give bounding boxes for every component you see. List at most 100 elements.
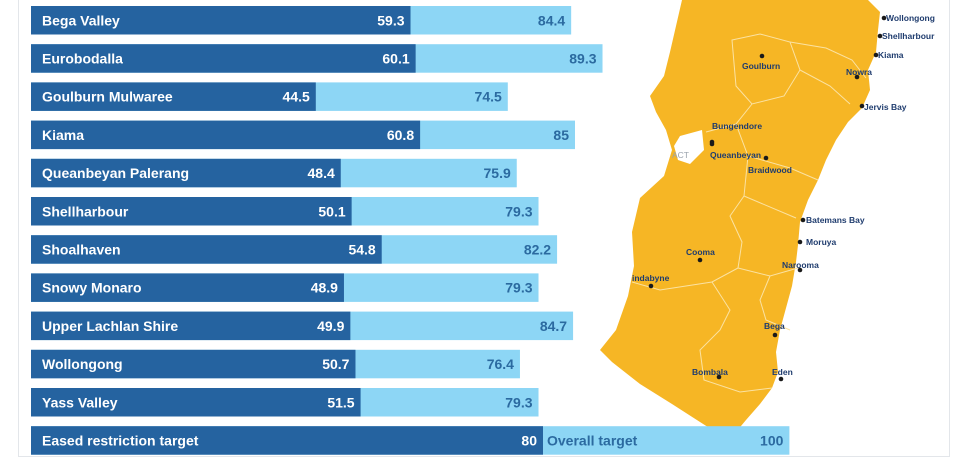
place-label: indabyne — [632, 273, 670, 283]
place-dot — [772, 332, 778, 338]
place-label: Narooma — [782, 260, 819, 270]
target-value: 80 — [521, 432, 537, 448]
value-label-light: 84.4 — [538, 12, 565, 28]
value-label-light: 85 — [553, 127, 569, 143]
category-label: Shellharbour — [42, 203, 129, 219]
bar-row: Queanbeyan Palerang 48.4 75.9 — [31, 158, 517, 188]
overall-target-value: 100 — [760, 432, 784, 448]
place-dot — [800, 217, 806, 223]
category-label: Yass Valley — [42, 394, 118, 410]
place-label: Moruya — [806, 237, 837, 247]
target-label: Eased restriction target — [42, 432, 199, 448]
place-label: Nowra — [846, 67, 872, 77]
category-label: Snowy Monaro — [42, 280, 142, 296]
bar-dark — [31, 388, 361, 417]
bar-dark — [31, 158, 341, 188]
place-dot — [697, 257, 703, 263]
category-label: Wollongong — [42, 356, 123, 372]
place-label: Braidwood — [748, 165, 792, 175]
place-dot — [873, 52, 879, 58]
place-label: Bombala — [692, 367, 728, 377]
place-dot — [881, 15, 887, 21]
place-dot — [778, 376, 784, 382]
bar-row: Bega Valley 59.3 84.4 — [31, 6, 572, 35]
value-label-dark: 59.3 — [377, 12, 404, 28]
place-dot — [797, 267, 803, 273]
target-bar-dark — [31, 426, 543, 455]
bar-dark — [31, 311, 351, 341]
value-label-dark: 51.5 — [327, 394, 354, 410]
bar-row: Upper Lachlan Shire 49.9 84.7 — [31, 311, 574, 341]
value-label-dark: 48.9 — [311, 280, 338, 296]
value-label-dark: 50.7 — [322, 356, 349, 372]
place-label: Wollongong — [886, 13, 935, 23]
bar-row: Shoalhaven 54.8 82.2 — [31, 235, 558, 264]
bar-row: Yass Valley 51.5 79.3 — [31, 388, 539, 417]
value-label-dark: 60.1 — [382, 50, 409, 66]
place-label: Goulburn — [742, 61, 780, 71]
value-label-dark: 48.4 — [308, 165, 335, 181]
value-label-light: 82.2 — [524, 241, 551, 257]
place-dot — [763, 155, 769, 161]
place-label: Bega — [764, 321, 785, 331]
category-label: Goulburn Mulwaree — [42, 89, 173, 105]
place-label: Jervis Bay — [864, 102, 907, 112]
category-label: Upper Lachlan Shire — [42, 318, 178, 334]
place-dot — [709, 141, 715, 147]
bar-row: Snowy Monaro 48.9 79.3 — [31, 273, 539, 302]
bar-row: Goulburn Mulwaree 44.5 74.5 — [31, 82, 508, 111]
bar-dark — [31, 6, 411, 35]
place-label: Eden — [772, 367, 793, 377]
place-dot — [859, 103, 865, 109]
value-label-light: 79.3 — [505, 394, 532, 410]
bar-dark — [31, 197, 352, 226]
value-label-light: 79.3 — [505, 280, 532, 296]
category-label: Bega Valley — [42, 12, 120, 28]
bar-row: Eurobodalla 60.1 89.3 — [31, 44, 603, 73]
value-label-light: 79.3 — [505, 203, 532, 219]
place-label: Kiama — [878, 50, 904, 60]
bar-dark — [31, 273, 344, 302]
place-label: Queanbeyan — [710, 150, 761, 160]
value-label-light: 75.9 — [484, 165, 511, 181]
bar-dark — [31, 235, 382, 264]
bar-dark — [31, 44, 416, 73]
value-label-dark: 50.1 — [318, 203, 345, 219]
overall-target-label: Overall target — [547, 432, 638, 448]
value-label-light: 76.4 — [487, 356, 514, 372]
bar-row: Kiama 60.8 85 — [31, 120, 575, 150]
place-dot — [797, 239, 803, 245]
target-row: Eased restriction target 80 Overall target… — [31, 426, 790, 455]
value-label-light: 74.5 — [475, 89, 502, 105]
bar-dark — [31, 120, 421, 150]
act-label: ACT — [672, 150, 689, 160]
category-label: Kiama — [42, 127, 84, 143]
region-borders — [631, 33, 867, 393]
value-label-dark: 49.9 — [317, 318, 344, 334]
region-map-shape — [600, 0, 880, 436]
place-dot — [648, 283, 654, 289]
place-dot — [759, 53, 765, 59]
place-dot — [854, 74, 860, 80]
bar-dark — [31, 82, 316, 111]
bar-dark — [31, 349, 356, 379]
value-label-dark: 60.8 — [387, 127, 414, 143]
place-dot — [716, 374, 722, 380]
value-label-dark: 44.5 — [283, 89, 310, 105]
bar-row: Shellharbour 50.1 79.3 — [31, 197, 539, 226]
place-label: Batemans Bay — [806, 215, 865, 225]
place-label: Shellharbour — [882, 31, 935, 41]
bar-row: Wollongong 50.7 76.4 — [31, 349, 520, 379]
category-label: Shoalhaven — [42, 241, 121, 257]
value-label-dark: 54.8 — [348, 241, 375, 257]
category-label: Eurobodalla — [42, 50, 123, 66]
category-label: Queanbeyan Palerang — [42, 165, 189, 181]
act-cutout — [674, 130, 704, 164]
place-label: Cooma — [686, 247, 715, 257]
value-label-light: 84.7 — [540, 318, 567, 334]
value-label-light: 89.3 — [569, 50, 596, 66]
place-dot — [877, 33, 883, 39]
place-label: Bungendore — [712, 121, 762, 131]
